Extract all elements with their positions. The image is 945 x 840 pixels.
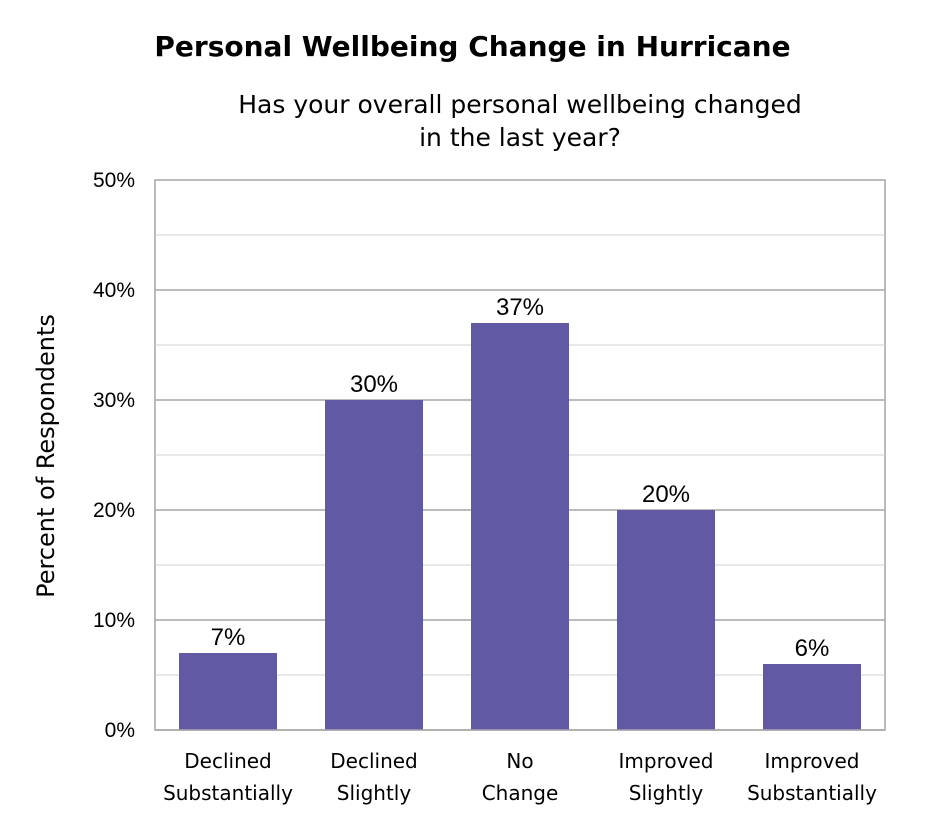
data-label: 20%	[642, 481, 690, 508]
bar	[325, 400, 423, 730]
bar	[471, 323, 569, 730]
bar	[179, 653, 277, 730]
x-tick-label: Slightly	[629, 781, 704, 805]
data-label: 30%	[350, 371, 398, 398]
y-tick-label: 50%	[93, 169, 135, 192]
y-tick-label: 30%	[93, 389, 135, 412]
x-tick-label: Declined	[330, 749, 418, 773]
data-label: 37%	[496, 294, 544, 321]
data-label: 6%	[795, 635, 830, 662]
x-tick-label: Change	[482, 781, 559, 805]
y-tick-label: 40%	[93, 279, 135, 302]
bar	[617, 510, 715, 730]
y-tick-label: 10%	[93, 609, 135, 632]
chart-subtitle: Has your overall personal wellbeing chan…	[238, 90, 802, 152]
y-tick-label: 20%	[93, 499, 135, 522]
x-tick-label: Improved	[619, 749, 714, 773]
x-tick-label: Declined	[184, 749, 272, 773]
chart-title: Personal Wellbeing Change in Hurricane	[154, 30, 791, 63]
x-tick-label: Slightly	[337, 781, 412, 805]
data-label: 7%	[211, 624, 246, 651]
bar	[763, 664, 861, 730]
x-tick-label: Substantially	[747, 781, 877, 805]
x-tick-label: Substantially	[163, 781, 293, 805]
x-tick-label: Improved	[765, 749, 860, 773]
x-tick-label: No	[506, 749, 533, 773]
y-tick-label: 0%	[105, 719, 135, 742]
